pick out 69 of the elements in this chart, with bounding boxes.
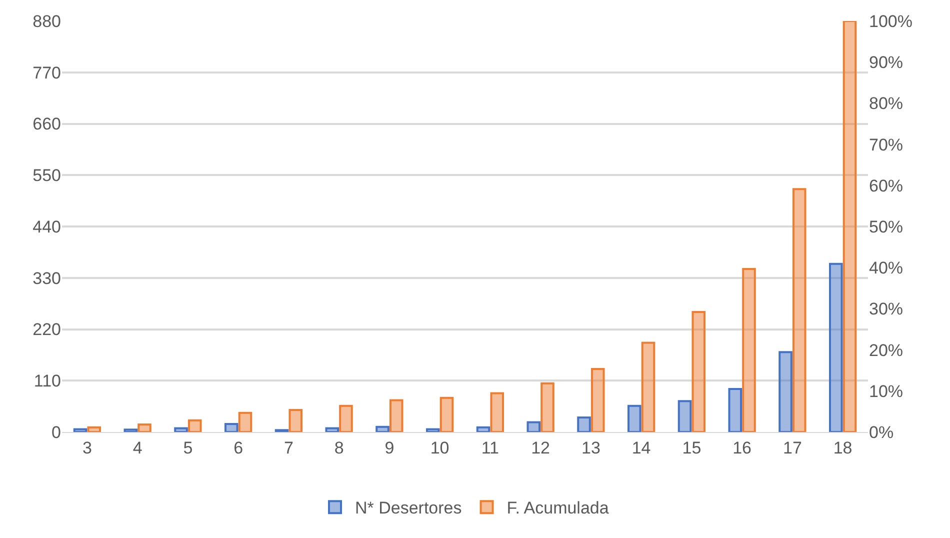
bar bbox=[792, 188, 806, 432]
y-tick-label: 440 bbox=[32, 217, 61, 236]
x-tick-label: 11 bbox=[481, 438, 500, 458]
x-tick-label: 3 bbox=[82, 438, 92, 458]
y-tick-label: 550 bbox=[32, 166, 61, 186]
bar bbox=[376, 426, 390, 432]
bar bbox=[389, 399, 404, 432]
x-tick-label: 6 bbox=[234, 438, 244, 458]
bar bbox=[288, 409, 302, 432]
y2-tick-label: 40% bbox=[869, 258, 904, 278]
bar bbox=[188, 419, 202, 432]
bar bbox=[440, 396, 454, 432]
x-tick-label: 10 bbox=[430, 438, 450, 458]
y-tick-label: 330 bbox=[32, 268, 61, 288]
bar bbox=[339, 404, 353, 432]
bar bbox=[124, 428, 138, 432]
y2-tick-label: 70% bbox=[869, 135, 904, 154]
bar bbox=[829, 262, 843, 432]
x-tick-label: 4 bbox=[132, 438, 142, 458]
bar bbox=[540, 382, 554, 432]
y2-tick-label: 20% bbox=[869, 340, 904, 360]
bar bbox=[490, 392, 504, 432]
y-tick-label: 220 bbox=[32, 320, 61, 340]
bar bbox=[628, 404, 642, 432]
bar bbox=[692, 310, 706, 432]
legend-label: N* Desertores bbox=[355, 498, 462, 518]
x-tick-label: 16 bbox=[732, 438, 752, 458]
bar bbox=[590, 368, 605, 432]
x-tick-label: 8 bbox=[334, 438, 344, 458]
x-tick-label: 17 bbox=[782, 438, 802, 458]
x-tick-label: 18 bbox=[833, 438, 852, 458]
bar bbox=[842, 21, 857, 432]
bar bbox=[426, 428, 440, 432]
y-tick-label: 660 bbox=[32, 114, 61, 134]
x-tick-label: 13 bbox=[581, 438, 600, 458]
y-tick-label: 770 bbox=[32, 63, 61, 82]
x-tick-label: 15 bbox=[682, 438, 702, 458]
y-tick-label: 110 bbox=[34, 372, 61, 391]
bar bbox=[224, 423, 238, 432]
bar bbox=[742, 268, 756, 432]
x-tick-label: 12 bbox=[531, 438, 550, 458]
y2-tick-label: 10% bbox=[869, 382, 904, 401]
bar bbox=[476, 426, 490, 432]
y-tick-label: 0 bbox=[52, 422, 61, 442]
y2-tick-label: 80% bbox=[869, 94, 904, 114]
bar bbox=[87, 426, 101, 432]
y2-tick-label: 0% bbox=[869, 422, 894, 442]
bar bbox=[641, 342, 656, 432]
bar bbox=[778, 351, 792, 432]
y-tick-label: 880 bbox=[32, 12, 61, 31]
bar bbox=[73, 428, 88, 432]
bar bbox=[678, 400, 692, 432]
bar bbox=[174, 427, 188, 432]
bar bbox=[577, 416, 591, 432]
y2-tick-label: 90% bbox=[869, 53, 904, 72]
y2-tick-label: 60% bbox=[869, 176, 904, 196]
y2-tick-label: 100% bbox=[869, 12, 912, 31]
bar bbox=[526, 421, 541, 432]
bar bbox=[325, 427, 340, 432]
bar bbox=[238, 412, 252, 432]
x-tick-label: 5 bbox=[183, 438, 193, 458]
x-tick-label: 7 bbox=[284, 438, 294, 458]
x-tick-label: 9 bbox=[384, 438, 394, 458]
y2-tick-label: 30% bbox=[869, 300, 904, 319]
legend-label: F. Acumulada bbox=[506, 498, 610, 518]
x-tick-label: 14 bbox=[632, 438, 651, 458]
bar bbox=[728, 388, 742, 432]
bar bbox=[138, 424, 152, 432]
y2-tick-label: 50% bbox=[869, 217, 904, 236]
